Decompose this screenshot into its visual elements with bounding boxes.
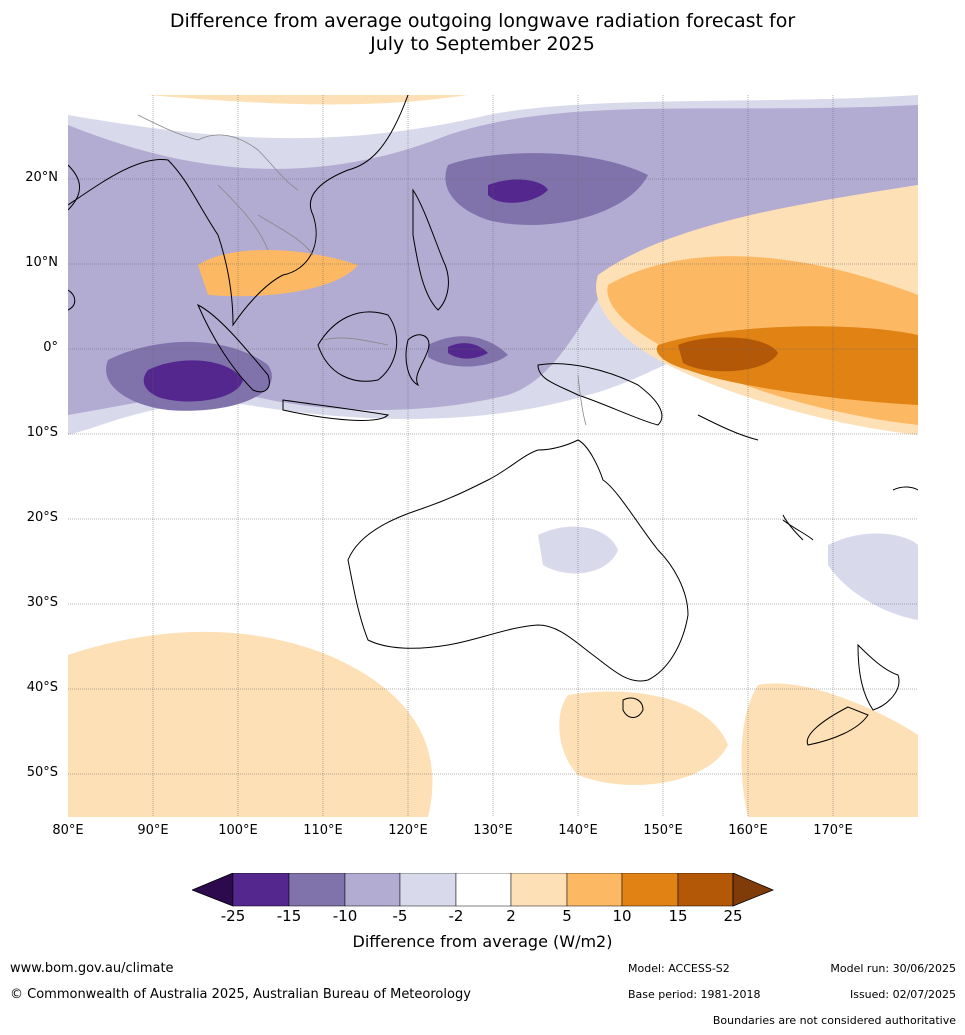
neg-far-east <box>828 533 918 620</box>
new-guinea-outline <box>537 363 663 426</box>
colorbar-tick-minus10: -10 <box>332 907 358 925</box>
colorbar-swatch-6 <box>510 872 568 907</box>
graticule <box>68 95 918 817</box>
colorbar-tick-minus15: -15 <box>276 907 302 925</box>
lon-label-90e: 90°E <box>137 823 169 838</box>
neg-core-maritime-2 <box>448 343 488 359</box>
lon-label-110e: 110°E <box>303 823 343 838</box>
pos-north-strip <box>148 95 468 105</box>
colorbar-swatch-8 <box>621 872 679 907</box>
colorbar-swatch-9 <box>677 872 734 907</box>
lon-label-130e: 130°E <box>473 823 513 838</box>
tasmania-outline <box>622 697 644 718</box>
website-link[interactable]: www.bom.gov.au/climate <box>10 961 174 976</box>
new-caledonia <box>782 519 814 541</box>
national-borders <box>137 114 587 426</box>
sri-lanka <box>68 289 76 311</box>
lon-label-170e: 170°E <box>813 823 853 838</box>
borneo-outline <box>317 311 398 382</box>
philippines-outline <box>412 188 449 311</box>
colorbar-tick-15: 15 <box>668 907 688 925</box>
colorbar-swatch-4 <box>399 872 457 907</box>
australia-outline <box>347 439 689 682</box>
vanuatu <box>782 514 804 541</box>
colorbar-arrow-low <box>190 872 234 907</box>
model-run-text: Model run: 30/06/2025 <box>830 962 956 975</box>
colorbar-swatch-5 <box>455 872 512 907</box>
colorbar-tick-minus5: -5 <box>392 907 408 925</box>
lon-label-100e: 100°E <box>218 823 258 838</box>
colorbar-swatch-1 <box>232 872 290 907</box>
disclaimer-text: Boundaries are not considered authoritat… <box>712 1014 956 1027</box>
copyright-text: © Commonwealth of Australia 2025, Austra… <box>10 987 471 1002</box>
issued-text: Issued: 02/07/2025 <box>849 988 956 1001</box>
colorbar-tick-5: 5 <box>562 907 572 925</box>
mainland-se-asia <box>68 95 409 327</box>
sulawesi-outline <box>405 334 430 387</box>
lat-label-10n: 10°N <box>25 255 58 270</box>
forecast-map <box>68 95 918 817</box>
colorbar-svg <box>190 872 775 907</box>
solomon-islands <box>697 414 759 441</box>
map-title: Difference from average outgoing longwav… <box>0 10 965 56</box>
neg-core-north-2 <box>488 179 548 203</box>
anomaly-map-svg <box>68 95 918 817</box>
colorbar-swatch-7 <box>566 872 623 907</box>
fiji <box>892 486 918 491</box>
lon-label-80e: 80°E <box>52 823 84 838</box>
colorbar-tick-25: 25 <box>723 907 743 925</box>
lon-label-160e: 160°E <box>728 823 768 838</box>
lat-label-0: 0° <box>43 340 58 355</box>
pos-south-mid <box>559 691 728 785</box>
lat-label-20s: 20°S <box>26 510 58 525</box>
nz-north-island <box>857 643 900 711</box>
colorbar-tick-10: 10 <box>612 907 632 925</box>
colorbar-label: Difference from average (W/m2) <box>352 932 613 951</box>
anomaly-shading <box>68 95 918 817</box>
colorbar-arrow-high <box>732 872 775 907</box>
lon-label-150e: 150°E <box>643 823 683 838</box>
title-line-1: Difference from average outgoing longwav… <box>169 10 796 32</box>
lat-label-20n: 20°N <box>25 170 58 185</box>
colorbar-swatch-2 <box>288 872 346 907</box>
pos-pacific-core <box>678 337 778 372</box>
colorbar-tick-minus25: -25 <box>220 907 246 925</box>
india-east-coast <box>68 164 80 211</box>
title-line-2: July to September 2025 <box>370 33 595 55</box>
neg-core-indian <box>143 360 243 402</box>
colorbar-tick-2: 2 <box>506 907 516 925</box>
lat-label-50s: 50°S <box>26 765 58 780</box>
model-text: Model: ACCESS-S2 <box>628 962 730 975</box>
nz-south-island <box>806 706 869 746</box>
pos-south-east <box>741 683 918 817</box>
colorbar-tick-minus2: -2 <box>448 907 464 925</box>
colorbar-swatch-3 <box>344 872 401 907</box>
colorbar-legend <box>190 872 775 908</box>
base-period-text: Base period: 1981-2018 <box>628 988 761 1001</box>
sumatra-outline <box>197 303 270 393</box>
lat-label-30s: 30°S <box>26 595 58 610</box>
coastlines <box>68 95 918 746</box>
lat-label-40s: 40°S <box>26 680 58 695</box>
lon-label-140e: 140°E <box>558 823 598 838</box>
java-outline <box>282 399 390 421</box>
pos-south-west <box>68 631 433 817</box>
lon-label-120e: 120°E <box>388 823 428 838</box>
lat-label-10s: 10°S <box>26 425 58 440</box>
